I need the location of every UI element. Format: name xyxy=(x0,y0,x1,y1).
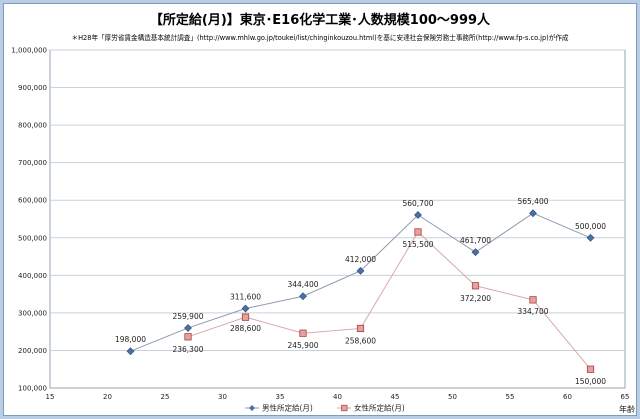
y-tick-label: 400,000 xyxy=(18,272,47,280)
data-label-male: 461,700 xyxy=(460,236,491,245)
data-point-female xyxy=(356,324,365,333)
y-tick-label: 1,000,000 xyxy=(11,47,47,55)
data-label-male: 344,400 xyxy=(287,280,318,289)
data-label-female: 236,300 xyxy=(172,345,203,354)
x-tick-label: 45 xyxy=(391,393,400,401)
plot-area xyxy=(49,49,626,389)
legend-marker-female xyxy=(341,404,348,412)
data-label-male: 412,000 xyxy=(345,255,376,264)
data-label-male: 500,000 xyxy=(575,222,606,231)
x-tick-label: 55 xyxy=(506,393,515,401)
data-label-female: 515,500 xyxy=(402,240,433,249)
data-point-male xyxy=(414,211,422,219)
data-point-female xyxy=(414,228,422,236)
x-tick-label: 65 xyxy=(621,393,630,401)
series-line-female xyxy=(187,231,591,370)
y-tick-label: 900,000 xyxy=(18,84,47,92)
legend-label-female: 女性所定給(月) xyxy=(354,403,405,413)
data-label-male: 311,600 xyxy=(230,293,261,302)
data-label-male: 565,400 xyxy=(517,197,548,206)
data-point-male xyxy=(299,292,307,301)
legend-marker-male xyxy=(249,405,255,411)
y-tick-label: 100,000 xyxy=(18,385,47,393)
x-tick-label: 40 xyxy=(333,393,342,401)
x-tick-label: 50 xyxy=(448,393,457,401)
data-point-male xyxy=(471,248,480,257)
data-label-female: 258,600 xyxy=(345,336,376,345)
x-tick-label: 30 xyxy=(218,393,227,401)
x-tick-label: 60 xyxy=(563,393,572,401)
x-tick-label: 15 xyxy=(46,393,55,401)
data-point-female xyxy=(299,329,307,337)
chart-title: 【所定給(月)】東京･E16化学工業･人数規模100～999人 xyxy=(149,13,491,28)
y-tick-label: 800,000 xyxy=(18,122,47,130)
data-point-male xyxy=(529,209,537,218)
legend-label-male: 男性所定給(月) xyxy=(262,403,313,413)
data-point-male xyxy=(241,304,250,313)
data-label-male: 198,000 xyxy=(115,335,146,344)
data-label-male: 259,900 xyxy=(172,312,203,321)
data-point-female xyxy=(529,296,537,304)
x-tick-label: 20 xyxy=(103,393,112,401)
y-tick-label: 200,000 xyxy=(18,347,47,355)
data-label-female: 334,700 xyxy=(517,307,548,316)
data-point-male xyxy=(586,233,595,242)
data-point-female xyxy=(241,313,250,321)
x-axis-title: 年齢 xyxy=(619,404,635,414)
data-point-male xyxy=(184,324,192,332)
y-tick-label: 600,000 xyxy=(18,197,47,205)
chart-subtitle: ＊H28年「厚労省賃金構造基本統計調査」(http://www.mhlw.go.… xyxy=(71,34,569,42)
legend: 男性所定給(月) 女性所定給(月) xyxy=(245,403,405,413)
data-label-female: 372,200 xyxy=(460,294,491,303)
x-tick-label: 25 xyxy=(161,393,170,401)
data-point-male xyxy=(126,347,135,356)
data-point-male xyxy=(356,266,365,275)
data-label-female: 245,900 xyxy=(287,341,318,350)
data-label-male: 560,700 xyxy=(402,199,433,208)
y-tick-label: 700,000 xyxy=(18,159,47,167)
y-tick-label: 300,000 xyxy=(18,309,47,317)
x-tick-label: 35 xyxy=(276,393,285,401)
data-point-female xyxy=(184,333,192,341)
data-label-female: 150,000 xyxy=(575,377,606,386)
y-tick-label: 500,000 xyxy=(18,234,47,242)
data-point-female xyxy=(586,365,595,373)
data-point-female xyxy=(471,282,480,290)
data-label-female: 288,600 xyxy=(230,324,261,333)
